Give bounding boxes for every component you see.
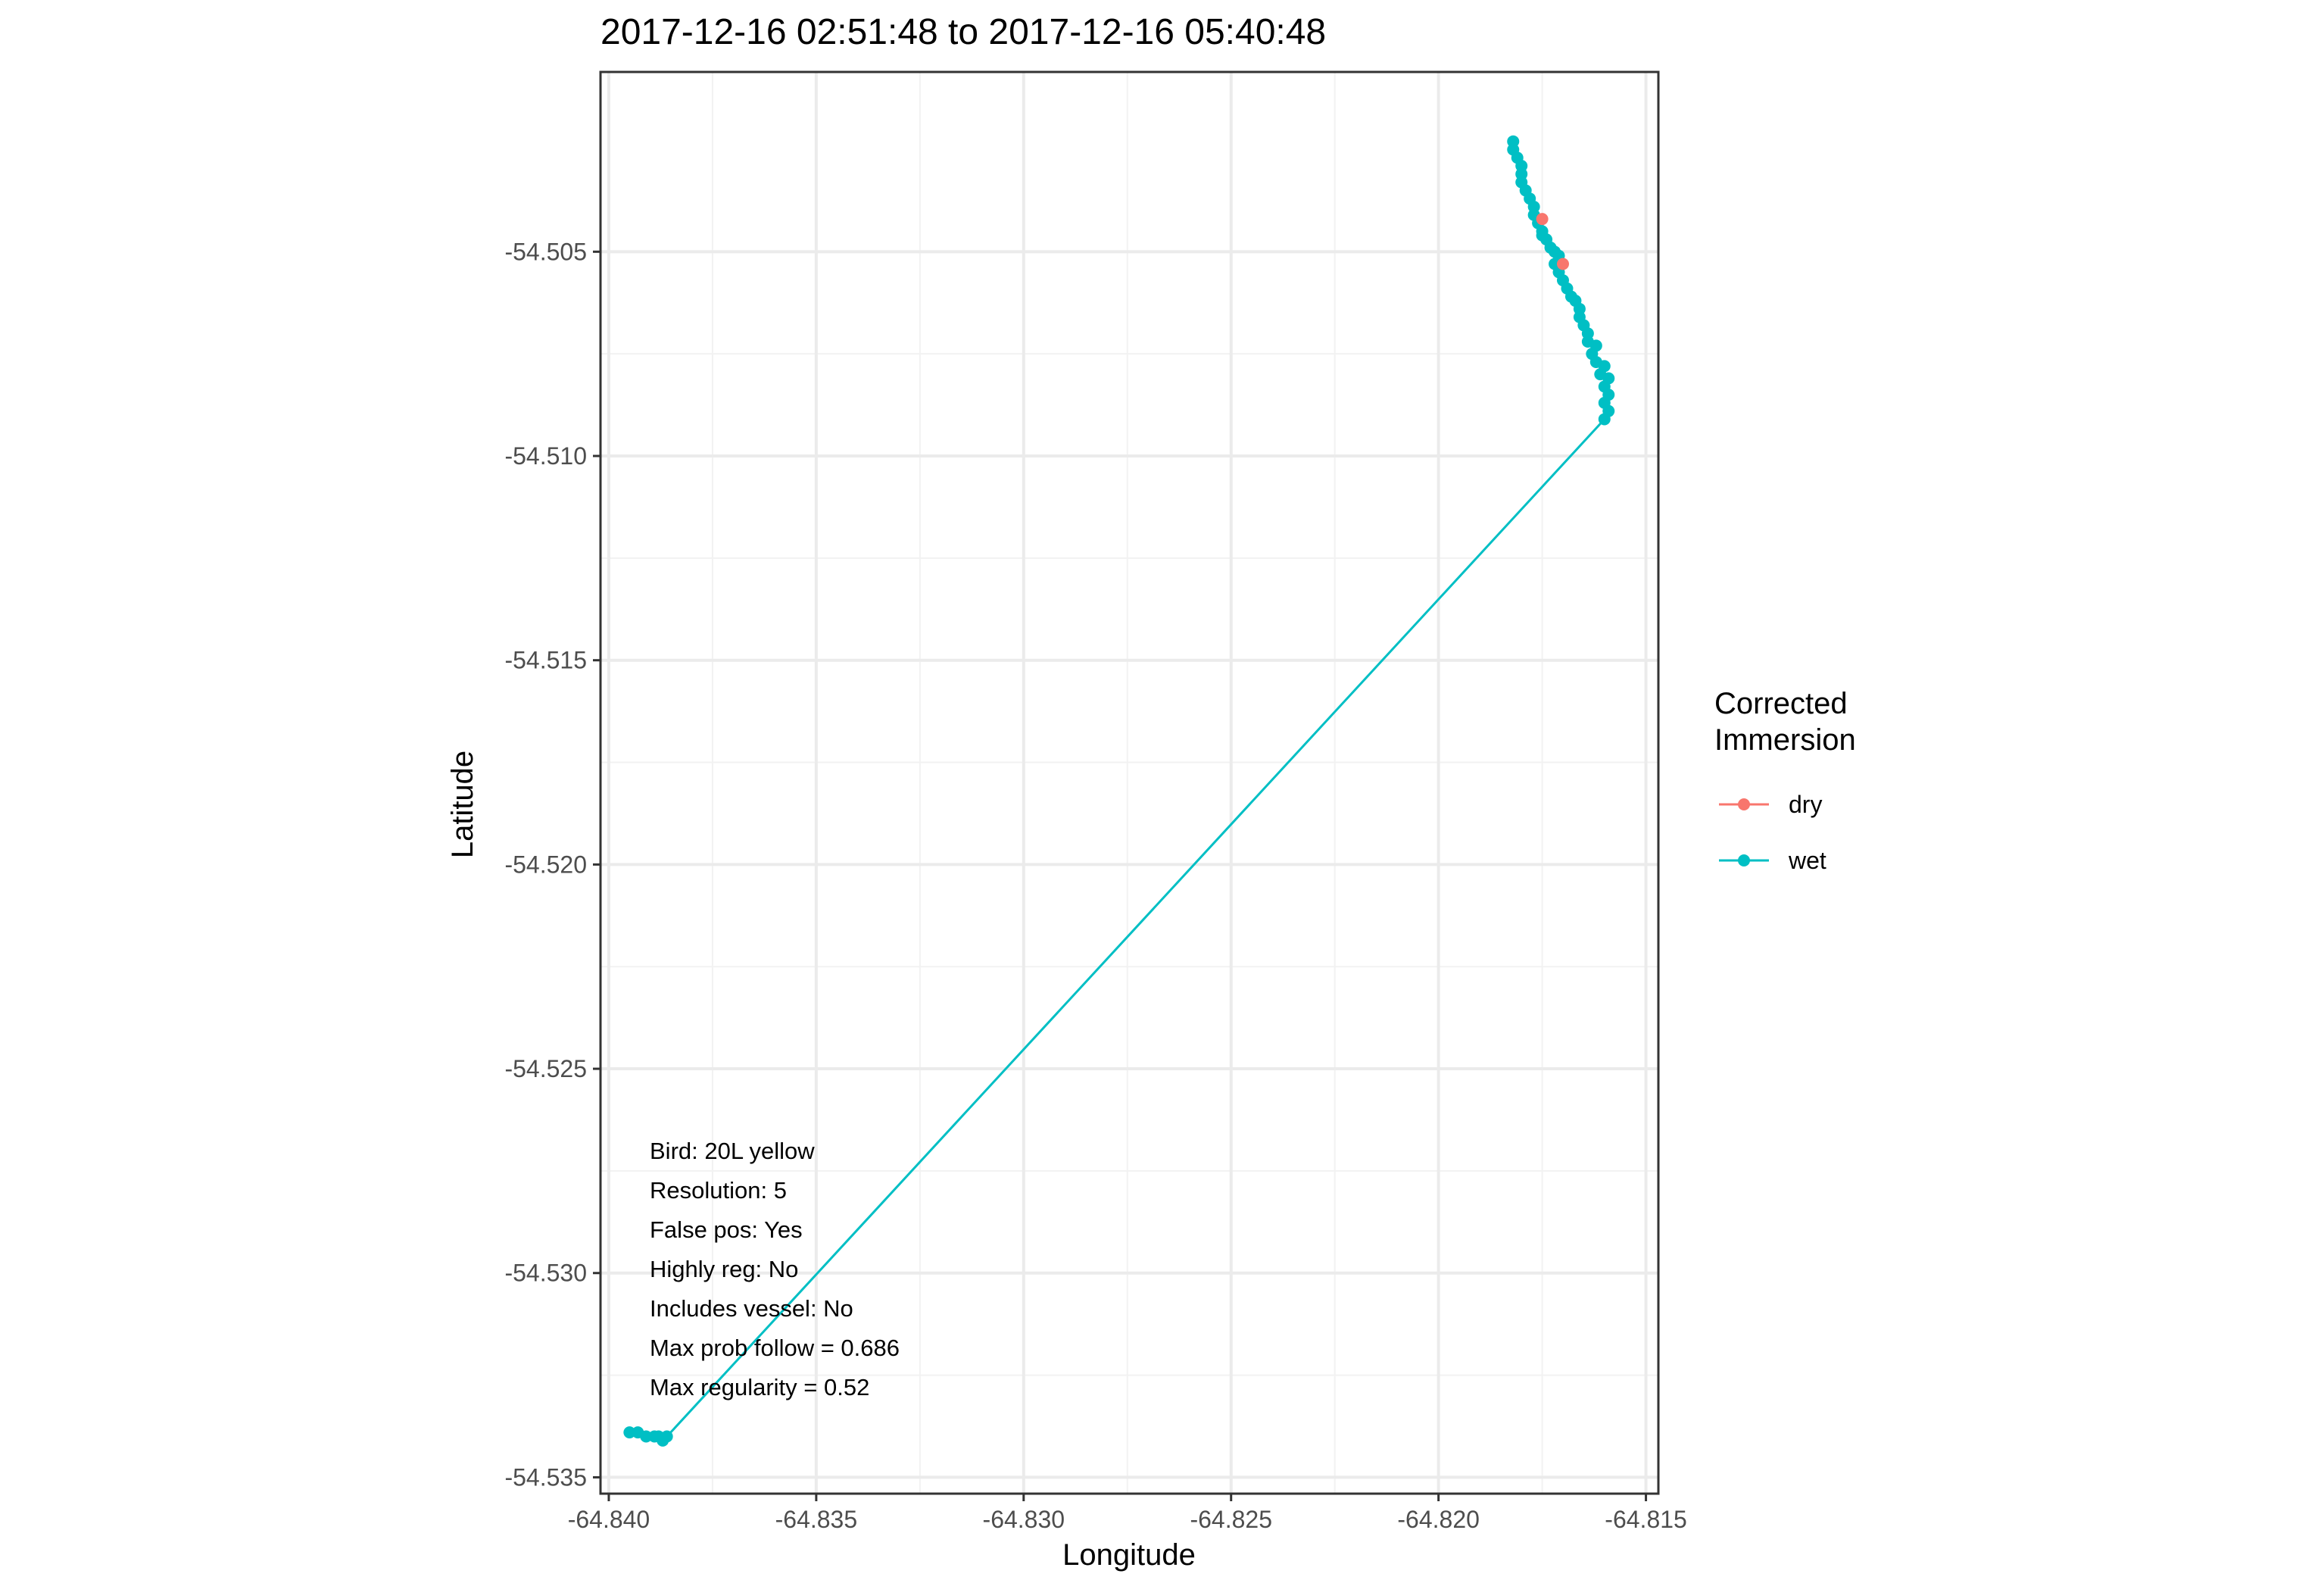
annotation-line: False pos: Yes	[650, 1216, 803, 1243]
annotation-line: Bird: 20L yellow	[650, 1138, 815, 1164]
panel-background	[600, 72, 1658, 1494]
annotation-line: Max regularity = 0.52	[650, 1374, 869, 1400]
y-tick-label: -54.510	[504, 442, 587, 470]
x-tick-label: -64.830	[983, 1506, 1065, 1533]
legend-label-dry: dry	[1789, 791, 1822, 818]
legend-title: Corrected	[1714, 687, 1848, 720]
y-tick-label: -54.520	[504, 851, 587, 878]
x-tick-label: -64.825	[1190, 1506, 1272, 1533]
legend-key-point-wet	[1738, 854, 1750, 867]
y-tick-label: -54.530	[504, 1260, 587, 1287]
plot-panel	[599, 70, 1660, 1495]
x-tick-label: -64.820	[1397, 1506, 1480, 1533]
y-tick-label: -54.515	[504, 647, 587, 674]
x-axis: -64.840 -64.835 -64.830 -64.825 -64.820 -64.8…	[568, 1494, 1687, 1533]
chart-title: 2017-12-16 02:51:48 to 2017-12-16 05:40:…	[600, 12, 1326, 52]
x-tick-label: -64.835	[775, 1506, 858, 1533]
legend-title: Immersion	[1714, 723, 1856, 757]
annotation-line: Highly reg: No	[650, 1256, 798, 1282]
data-point-wet	[1507, 135, 1520, 148]
data-point-dry	[1556, 258, 1569, 270]
data-point-dry	[1536, 213, 1549, 226]
info-annotation: Bird: 20L yellow Resolution: 5 False pos: …	[650, 1138, 900, 1400]
panel-border	[599, 70, 1660, 1495]
y-tick-label: -54.535	[504, 1463, 587, 1491]
annotation-line: Includes vessel: No	[650, 1295, 853, 1322]
data-point-wet	[640, 1430, 653, 1443]
annotation-line: Max prob follow = 0.686	[650, 1335, 900, 1361]
y-tick-label: -54.505	[504, 238, 587, 265]
y-tick-label: -54.525	[504, 1055, 587, 1082]
x-axis-title: Longitude	[1062, 1538, 1196, 1572]
data-point-wet	[660, 1430, 673, 1443]
data-point-wet	[623, 1426, 636, 1439]
x-tick-label: -64.815	[1605, 1506, 1687, 1533]
legend-key-point-dry	[1738, 798, 1750, 810]
annotation-line: Resolution: 5	[650, 1177, 787, 1204]
x-tick-label: -64.840	[568, 1506, 650, 1533]
y-axis: -54.505 -54.510 -54.515 -54.520 -54.525 -54.5…	[504, 238, 600, 1491]
legend-label-wet: wet	[1788, 847, 1826, 874]
y-axis-title: Latitude	[446, 751, 479, 858]
